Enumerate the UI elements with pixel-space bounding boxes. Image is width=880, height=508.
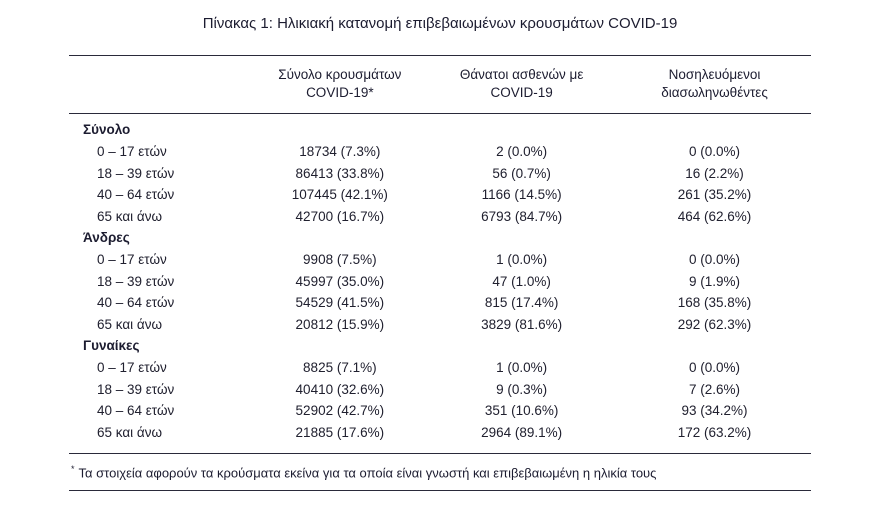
icu-cell: 172 (63.2%)	[677, 424, 752, 440]
table-row: 65 και άνω 42700 (16.7%) 6793 (84.7%) 46…	[69, 206, 811, 228]
column-header-cases-line2: COVID-19*	[306, 85, 374, 100]
table-body: Σύνολο 0 – 17 ετών 18734 (7.3%) 2 (0.0%)…	[69, 114, 811, 454]
age-label: 40 – 64 ετών	[97, 403, 175, 418]
icu-cell: 9 (1.9%)	[689, 273, 741, 289]
table-row: 65 και άνω 21885 (17.6%) 2964 (89.1%) 17…	[69, 422, 811, 444]
age-label: 65 και άνω	[97, 208, 163, 224]
age-label: 40 – 64 ετών	[97, 187, 175, 202]
cases-cell: 20812 (15.9%)	[295, 316, 385, 332]
deaths-cell: 56 (0.7%)	[492, 165, 551, 181]
section-header-women: Γυναίκες	[83, 338, 140, 353]
column-header-icu-line2: διασωληνωθέντες	[661, 85, 768, 100]
cases-cell: 18734 (7.3%)	[299, 144, 381, 159]
age-label: 40 – 64 ετών	[97, 295, 175, 310]
icu-cell: 464 (62.6%)	[677, 208, 752, 224]
cases-cell: 9908 (7.5%)	[303, 252, 377, 267]
table-row: 18 – 39 ετών 40410 (32.6%) 9 (0.3%) 7 (2…	[69, 379, 811, 401]
deaths-cell: 9 (0.3%)	[496, 381, 548, 397]
section-header-total: Σύνολο	[83, 122, 131, 137]
column-header-cases: Σύνολο κρουσμάτων COVID-19*	[255, 66, 426, 102]
icu-cell: 0 (0.0%)	[689, 252, 741, 267]
deaths-cell: 351 (10.6%)	[484, 403, 559, 418]
table-header-row: Σύνολο κρουσμάτων COVID-19* Θάνατοι ασθε…	[69, 56, 811, 114]
cases-cell: 107445 (42.1%)	[291, 187, 388, 202]
cases-cell: 52902 (42.7%)	[295, 403, 385, 418]
icu-cell: 93 (34.2%)	[681, 403, 748, 418]
table-row: 0 – 17 ετών 9908 (7.5%) 1 (0.0%) 0 (0.0%…	[69, 249, 811, 271]
age-label: 0 – 17 ετών	[97, 252, 167, 267]
table-row: 65 και άνω 20812 (15.9%) 3829 (81.6%) 29…	[69, 314, 811, 336]
deaths-cell: 1 (0.0%)	[496, 360, 548, 375]
age-label: 65 και άνω	[97, 424, 163, 440]
icu-cell: 261 (35.2%)	[677, 187, 752, 202]
table-row: 0 – 17 ετών 8825 (7.1%) 1 (0.0%) 0 (0.0%…	[69, 357, 811, 379]
column-header-deaths-line2: COVID-19	[490, 85, 553, 100]
age-label: 18 – 39 ετών	[97, 381, 175, 397]
age-label: 18 – 39 ετών	[97, 273, 175, 289]
column-header-cases-line1: Σύνολο κρουσμάτων	[278, 67, 402, 82]
column-header-deaths-line1: Θάνατοι ασθενών με	[459, 67, 584, 82]
table-row: 18 – 39 ετών 86413 (33.8%) 56 (0.7%) 16 …	[69, 163, 811, 185]
icu-cell: 168 (35.8%)	[677, 295, 752, 310]
deaths-cell: 2964 (89.1%)	[481, 424, 563, 440]
deaths-cell: 1 (0.0%)	[496, 252, 548, 267]
footnote: * Τα στοιχεία αφορούν τα κρούσματα εκείνα…	[69, 454, 811, 492]
deaths-cell: 2 (0.0%)	[496, 144, 548, 159]
column-header-icu: Νοσηλευόμενοι διασωληνωθέντες	[618, 66, 811, 102]
table-row: 0 – 17 ετών 18734 (7.3%) 2 (0.0%) 0 (0.0…	[69, 141, 811, 163]
cases-cell: 42700 (16.7%)	[295, 208, 385, 224]
table-row: 18 – 39 ετών 45997 (35.0%) 47 (1.0%) 9 (…	[69, 271, 811, 293]
age-label: 0 – 17 ετών	[97, 360, 167, 375]
column-header-icu-line1: Νοσηλευόμενοι	[668, 67, 761, 82]
icu-cell: 0 (0.0%)	[689, 144, 741, 159]
cases-cell: 86413 (33.8%)	[295, 165, 385, 181]
deaths-cell: 47 (1.0%)	[492, 273, 551, 289]
deaths-cell: 815 (17.4%)	[484, 295, 559, 310]
age-label: 18 – 39 ετών	[97, 165, 175, 181]
cases-cell: 21885 (17.6%)	[295, 424, 385, 440]
age-label: 0 – 17 ετών	[97, 144, 167, 159]
footnote-marker: *	[71, 464, 75, 474]
cases-cell: 54529 (41.5%)	[295, 295, 385, 310]
icu-cell: 0 (0.0%)	[689, 360, 741, 375]
table-row: 40 – 64 ετών 107445 (42.1%) 1166 (14.5%)…	[69, 184, 811, 206]
deaths-cell: 6793 (84.7%)	[481, 208, 563, 224]
icu-cell: 16 (2.2%)	[685, 165, 744, 181]
column-header-deaths: Θάνατοι ασθενών με COVID-19	[425, 66, 618, 102]
age-label: 65 και άνω	[97, 316, 163, 332]
cases-cell: 45997 (35.0%)	[295, 273, 385, 289]
data-table: Σύνολο κρουσμάτων COVID-19* Θάνατοι ασθε…	[69, 55, 811, 492]
table-row: 40 – 64 ετών 52902 (42.7%) 351 (10.6%) 9…	[69, 400, 811, 422]
deaths-cell: 1166 (14.5%)	[481, 187, 562, 202]
icu-cell: 292 (62.3%)	[677, 316, 752, 332]
icu-cell: 7 (2.6%)	[689, 381, 741, 397]
header-spacer	[69, 66, 255, 102]
cases-cell: 40410 (32.6%)	[295, 381, 385, 397]
table-row: 40 – 64 ετών 54529 (41.5%) 815 (17.4%) 1…	[69, 292, 811, 314]
page-title: Πίνακας 1: Ηλικιακή κατανομή επιβεβαιωμέ…	[202, 15, 678, 32]
covid-age-table-panel: Πίνακας 1: Ηλικιακή κατανομή επιβεβαιωμέ…	[69, 0, 811, 492]
deaths-cell: 3829 (81.6%)	[481, 316, 563, 332]
cases-cell: 8825 (7.1%)	[303, 360, 377, 375]
section-header-men: Άνδρες	[83, 230, 130, 245]
footnote-text: Τα στοιχεία αφορούν τα κρούσματα εκείνα …	[78, 465, 657, 481]
